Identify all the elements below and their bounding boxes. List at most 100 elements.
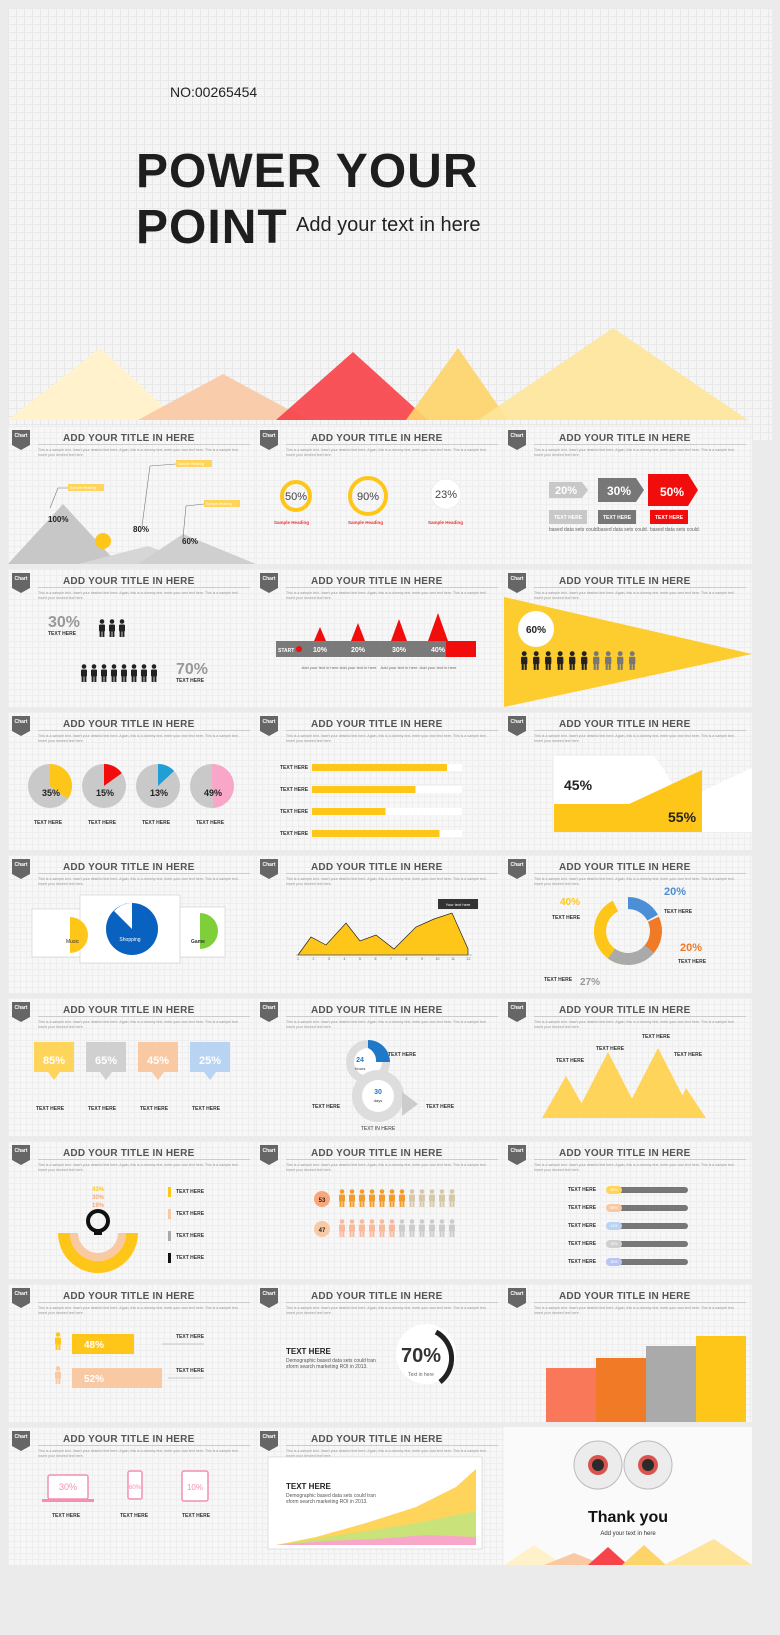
person-icon bbox=[131, 664, 137, 682]
slide-20: Chart ADD YOUR TITLE IN HERE This is a sam… bbox=[256, 1284, 504, 1422]
text-label: TEXT HERE bbox=[674, 1052, 703, 1058]
person-icon bbox=[581, 651, 588, 670]
chart-tag: Chart bbox=[260, 573, 278, 593]
slide-description: This is a sample text. Insert your desir… bbox=[286, 591, 487, 600]
slide-22: Chart ADD YOUR TITLE IN HERE This is a sam… bbox=[8, 1427, 256, 1565]
text-label: Add your text in here bbox=[340, 665, 378, 670]
slide-title: ADD YOUR TITLE IN HERE bbox=[63, 433, 195, 444]
text-label: 10 bbox=[436, 957, 440, 961]
slide-title: ADD YOUR TITLE IN HERE bbox=[311, 1291, 443, 1302]
text-label: TEXT HERE bbox=[280, 831, 309, 837]
person-icon bbox=[359, 1189, 365, 1207]
text-label: 7 bbox=[390, 957, 392, 961]
slide-graphic: 85% TEXT HERE 65% TEXT HERE 45% TEXT HERE 25% T… bbox=[34, 1042, 230, 1112]
chart-tag: Chart bbox=[260, 1431, 278, 1451]
text-label: TEXT HERE bbox=[286, 1347, 332, 1356]
slide-title: ADD YOUR TITLE IN HERE bbox=[311, 1005, 443, 1016]
slide-description: This is a sample text. Insert your desir… bbox=[38, 1306, 239, 1315]
text-label: 3 bbox=[328, 957, 330, 961]
title-rule bbox=[534, 587, 746, 588]
title-rule bbox=[534, 730, 746, 731]
text-label: 100% bbox=[48, 515, 68, 524]
chart-tag: Chart bbox=[260, 430, 278, 450]
slide-title: ADD YOUR TITLE IN HERE bbox=[63, 576, 195, 587]
slide-title: ADD YOUR TITLE IN HERE bbox=[559, 719, 691, 730]
slide-title: ADD YOUR TITLE IN HERE bbox=[311, 433, 443, 444]
slide-17: Chart ADD YOUR TITLE IN HERE This is a sam… bbox=[256, 1141, 504, 1279]
person-icon bbox=[605, 651, 612, 670]
slide-graphic: 43% 30% 19% TEXT HERE TEXT HERE TEXT HERE TEXT… bbox=[58, 1187, 205, 1273]
text-label: Sample Heading bbox=[70, 486, 96, 490]
text-label: 30% bbox=[48, 614, 80, 631]
text-label: TEXT HERE bbox=[176, 1211, 205, 1217]
title-rule bbox=[38, 1445, 250, 1446]
chart-tag: Chart bbox=[260, 859, 278, 879]
text-label: Add your text in here bbox=[420, 665, 458, 670]
text-label: 55% bbox=[668, 809, 697, 825]
person-icon bbox=[349, 1219, 355, 1237]
slide-title: ADD YOUR TITLE IN HERE bbox=[559, 1148, 691, 1159]
text-label: 80% bbox=[133, 525, 149, 534]
chart-tag: Chart bbox=[12, 716, 30, 736]
text-label: TEXT HERE bbox=[603, 515, 632, 521]
person-icon bbox=[409, 1219, 415, 1237]
text-label: based data sets could. bbox=[650, 527, 700, 533]
text-label: Text in here bbox=[408, 1372, 434, 1378]
slide-title: ADD YOUR TITLE IN HERE bbox=[559, 433, 691, 444]
text-label: Demographic based data sets could tran bbox=[286, 1493, 376, 1499]
text-label: 53 bbox=[319, 1198, 326, 1204]
text-label: TEXT IN HERE bbox=[361, 1126, 396, 1132]
slide-description: This is a sample text. Insert your desir… bbox=[534, 734, 735, 743]
text-label: 8 bbox=[406, 957, 408, 961]
text-label: 20% bbox=[351, 647, 366, 654]
text-label: TEXT HERE bbox=[426, 1104, 455, 1110]
text-label: 52% bbox=[84, 1374, 104, 1385]
text-label: 15% bbox=[96, 788, 114, 798]
chart-tag: Chart bbox=[12, 1431, 30, 1451]
slide-13: Chart ADD YOUR TITLE IN HERE This is a sam… bbox=[8, 998, 256, 1136]
slide-description: This is a sample text. Insert your desir… bbox=[286, 877, 487, 886]
text-label: 1 bbox=[297, 957, 299, 961]
text-label: 40% bbox=[560, 897, 580, 908]
slide-description: This is a sample text. Insert your desir… bbox=[286, 1449, 487, 1458]
slide-description: This is a sample text. Insert your desir… bbox=[38, 734, 239, 743]
cover-title-line1: POWER YOUR bbox=[136, 145, 479, 198]
slide-description: This is a sample text. Insert your desir… bbox=[286, 1306, 487, 1315]
slide-11: Chart ADD YOUR TITLE IN HERE This is a sam… bbox=[256, 855, 504, 993]
text-label: 60% bbox=[610, 1188, 617, 1192]
slide-7: Chart ADD YOUR TITLE IN HERE This is a sam… bbox=[8, 712, 256, 850]
person-icon bbox=[617, 651, 624, 670]
slide-graphic: 40% 20% 20% 27% TEXT HERE TEXT HERE TEXT HERE T… bbox=[544, 886, 707, 988]
person-icon bbox=[151, 664, 157, 682]
text-label: 50% bbox=[567, 1362, 575, 1367]
slide-description: This is a sample text. Insert your desir… bbox=[534, 1020, 735, 1029]
bar-0 bbox=[546, 1368, 596, 1422]
text-label: Add your text in here bbox=[381, 665, 419, 670]
slide-description: This is a sample text. Insert your desir… bbox=[534, 448, 735, 457]
text-label: 10% bbox=[187, 1483, 203, 1492]
text-label: TEXT HERE bbox=[596, 1046, 625, 1052]
text-label: TEXT HERE bbox=[568, 1205, 597, 1211]
slide-21: Chart ADD YOUR TITLE IN HERE This is a sam… bbox=[504, 1284, 752, 1422]
slide-description: This is a sample text. Insert your desir… bbox=[286, 1020, 487, 1029]
slide-title: ADD YOUR TITLE IN HERE bbox=[63, 1434, 195, 1445]
text-label: TEXT HERE bbox=[664, 909, 693, 915]
person-icon bbox=[141, 664, 147, 682]
slide-12: Chart ADD YOUR TITLE IN HERE This is a sam… bbox=[504, 855, 752, 993]
slide-graphic: TEXT HERE Demographic based data sets cou… bbox=[267, 1456, 483, 1550]
text-label: Game bbox=[191, 939, 205, 945]
slide-title: ADD YOUR TITLE IN HERE bbox=[63, 719, 195, 730]
title-rule bbox=[38, 444, 250, 445]
text-label: TEXT HERE bbox=[568, 1187, 597, 1193]
text-label: TEXT HERE bbox=[34, 820, 63, 826]
text-label: TEXT HERE bbox=[280, 787, 309, 793]
text-label: 20% bbox=[555, 485, 577, 497]
person-icon bbox=[399, 1219, 405, 1237]
text-label: TEXT HERE bbox=[280, 765, 309, 771]
text-label: TEXT HERE bbox=[176, 1368, 205, 1374]
slide-title: ADD YOUR TITLE IN HERE bbox=[63, 1005, 195, 1016]
slide-9: Chart ADD YOUR TITLE IN HERE This is a sam… bbox=[504, 712, 752, 850]
person-icon bbox=[629, 651, 636, 670]
text-label: Sample Heading bbox=[348, 520, 383, 525]
text-label: 85% bbox=[43, 1055, 65, 1067]
